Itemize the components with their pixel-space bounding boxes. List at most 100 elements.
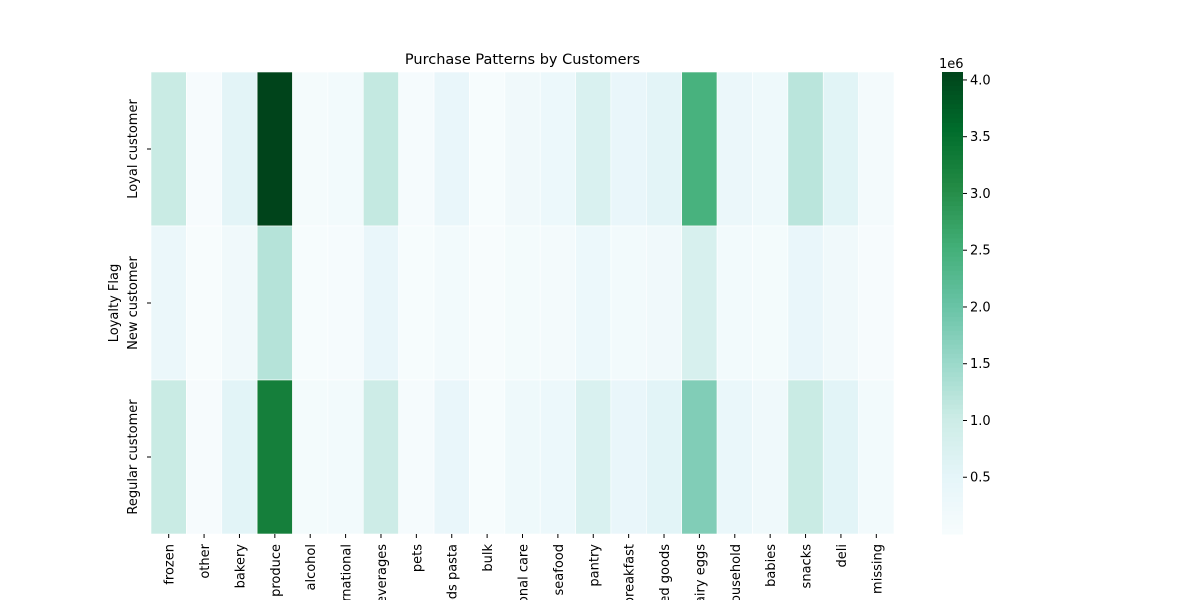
colorbar-segment (942, 266, 963, 272)
colorbar-segment (942, 289, 963, 295)
colorbar-segment (942, 330, 963, 336)
colorbar-segment (942, 372, 963, 378)
colorbar-segment (942, 81, 963, 87)
colorbar-segment (942, 192, 963, 198)
x-tick-label: bulk (481, 544, 496, 572)
heatmap-cell (256, 71, 293, 227)
heatmap-cell (469, 379, 506, 535)
heatmap-cell (858, 225, 895, 381)
colorbar-segment (942, 196, 963, 202)
heatmap-cell (822, 71, 859, 227)
x-tick-label: dry goods pasta (446, 544, 461, 600)
heatmap-cell (327, 225, 364, 381)
colorbar-segment (942, 136, 963, 142)
colorbar-segment (942, 524, 963, 530)
colorbar-segment (942, 187, 963, 193)
colorbar-tick-label: 1.0 (970, 414, 991, 429)
colorbar-segment (942, 363, 963, 369)
colorbar-segment (942, 256, 963, 263)
colorbar-segment (942, 210, 963, 216)
colorbar-segment (942, 321, 963, 327)
colorbar-segment (942, 441, 963, 447)
colorbar-tick-label: 2.5 (970, 244, 991, 259)
heatmap-cell (362, 71, 399, 227)
colorbar-tick-label: 0.5 (970, 471, 991, 486)
heatmap-cell (681, 379, 718, 535)
colorbar-segment (942, 247, 963, 253)
colorbar-segment (942, 155, 963, 161)
heatmap-cell (575, 225, 612, 381)
heatmap-cell (681, 71, 718, 227)
colorbar-tick-label: 1.5 (970, 357, 991, 372)
colorbar-segment (942, 381, 963, 387)
colorbar-segment (942, 312, 963, 318)
heatmap-cell (362, 225, 399, 381)
colorbar-segment (942, 501, 963, 507)
heatmap-cell (433, 71, 470, 227)
colorbar-segment (942, 159, 963, 165)
colorbar-segment (942, 279, 963, 286)
heatmap-cell (716, 225, 753, 381)
colorbar-segment (942, 85, 963, 92)
colorbar-segment (942, 229, 963, 235)
colorbar-segment (942, 497, 963, 503)
colorbar-segment (942, 326, 963, 332)
heatmap-cell (327, 379, 364, 535)
colorbar-segment (942, 205, 963, 212)
colorbar-segment (942, 113, 963, 119)
x-tick-label: babies (764, 544, 779, 587)
heatmap-cell (469, 71, 506, 227)
colorbar-segment (942, 108, 963, 115)
heatmap-cell (150, 379, 187, 535)
chart-title: Purchase Patterns by Customers (405, 52, 640, 68)
x-tick-label: frozen (163, 544, 178, 585)
colorbar-segment (942, 423, 963, 429)
colorbar-segment (942, 182, 963, 189)
colorbar-segment (942, 478, 963, 484)
heatmap-cell (150, 225, 187, 381)
heatmap-cell (539, 71, 576, 227)
heatmap-cell (186, 225, 223, 381)
heatmap-cell (221, 379, 258, 535)
colorbar-segment (942, 510, 963, 517)
colorbar-segment (942, 270, 963, 276)
colorbar-segment (942, 316, 963, 323)
heatmap-cell (433, 379, 470, 535)
x-tick-label: produce (269, 544, 284, 597)
heatmap-cell (469, 225, 506, 381)
colorbar-segment (942, 436, 963, 443)
heatmap-cell (858, 379, 895, 535)
colorbar-segment (942, 520, 963, 526)
heatmap-cell (822, 379, 859, 535)
heatmap-cell (539, 379, 576, 535)
heatmap-cell (362, 379, 399, 535)
x-tick-label: breakfast (623, 544, 638, 600)
heatmap-cell (681, 225, 718, 381)
colorbar-segment (942, 298, 963, 304)
heatmap-cell (221, 225, 258, 381)
colorbar-segment (942, 464, 963, 470)
colorbar-tick-label: 2.0 (970, 300, 991, 315)
colorbar-segment (942, 446, 963, 452)
colorbar-segment (942, 413, 963, 420)
x-tick-label: household (729, 544, 744, 600)
colorbar-segment (942, 219, 963, 226)
x-tick-label: bakery (233, 544, 248, 589)
colorbar-segment (942, 178, 963, 184)
colorbar-segment (942, 404, 963, 410)
colorbar-segment (942, 529, 963, 535)
colorbar-segment (942, 224, 963, 230)
colorbar-segment (942, 150, 963, 156)
x-tick-label: pets (410, 544, 425, 572)
heatmap-cell (433, 225, 470, 381)
heatmap-cell (610, 379, 647, 535)
colorbar-segment (942, 335, 963, 341)
x-tick-label: canned goods (658, 544, 673, 600)
colorbar-segment (942, 118, 963, 124)
colorbar-segment (942, 141, 963, 147)
heatmap-cell (150, 71, 187, 227)
colorbar-segment (942, 76, 963, 82)
heatmap-cell (646, 225, 683, 381)
heatmap-cell (610, 225, 647, 381)
